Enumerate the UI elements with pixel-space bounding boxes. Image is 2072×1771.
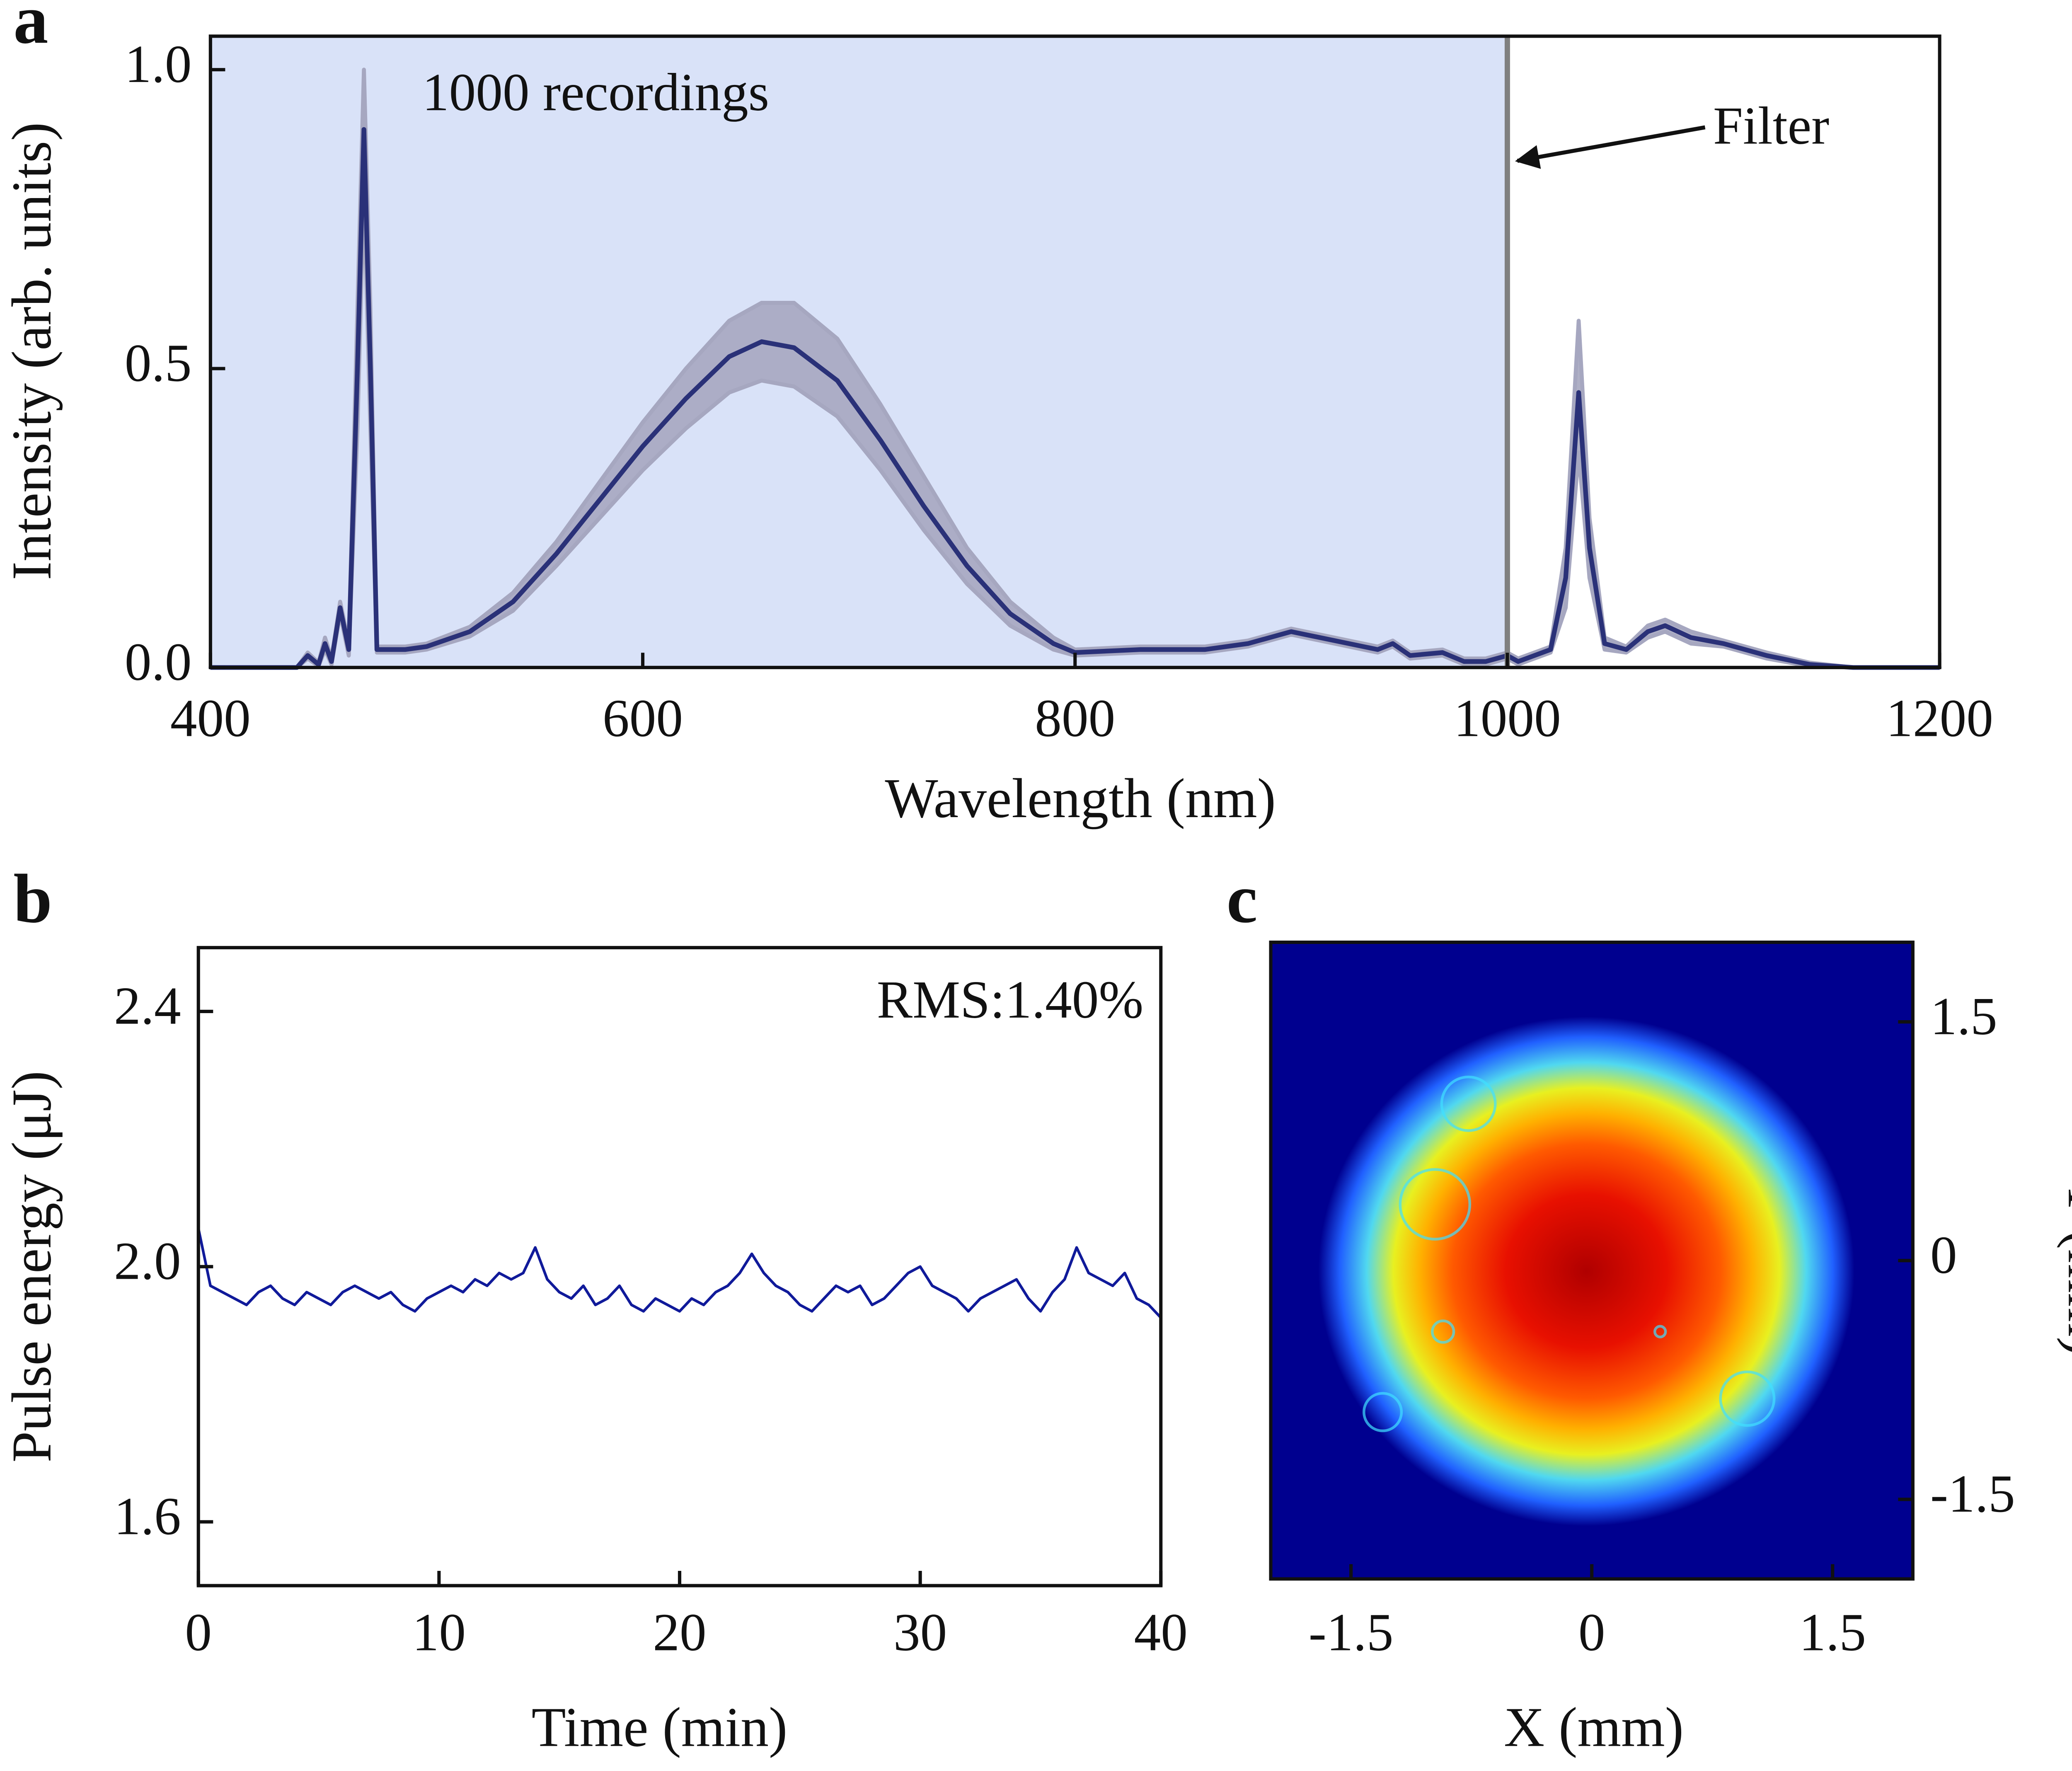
y-axis-label: Y (mm) — [2056, 1178, 2072, 1355]
y-tick-label: 2.0 — [114, 1231, 181, 1290]
y-tick-label: 2.4 — [114, 976, 181, 1036]
filter-arrow — [1515, 125, 1706, 169]
panel-label: a — [13, 0, 48, 58]
data-line — [210, 127, 1940, 670]
beam-artifact — [1399, 1168, 1472, 1241]
y-axis-label: Intensity (arb. units) — [1, 122, 63, 580]
x-tick-label: 0 — [1578, 1602, 1605, 1662]
panel-label: b — [13, 860, 52, 937]
beam-artifact — [1653, 1325, 1667, 1338]
x-tick-label: 1000 — [1454, 688, 1561, 748]
x-tick-label: 1200 — [1886, 688, 1993, 748]
data-line — [197, 1228, 1162, 1319]
beam-artifact — [1440, 1075, 1497, 1132]
x-tick-label: -1.5 — [1309, 1602, 1394, 1662]
x-axis-label: X (mm) — [1504, 1696, 1684, 1759]
x-tick-label: 600 — [603, 688, 683, 748]
panel-label: c — [1227, 860, 1258, 937]
annotation: RMS:1.40% — [877, 970, 1143, 1029]
filter-pass-region — [210, 36, 1508, 668]
x-tick-label: 0 — [185, 1602, 212, 1662]
x-tick-label: 400 — [170, 688, 251, 748]
x-tick-label: 40 — [1134, 1602, 1188, 1662]
y-axis-label: Pulse energy (μJ) — [1, 1071, 63, 1463]
x-tick-label: 20 — [653, 1602, 706, 1662]
x-axis-label: Time (min) — [532, 1696, 788, 1759]
beam-artifact — [1363, 1392, 1403, 1432]
y-tick-label: 0 — [1930, 1225, 1957, 1285]
y-tick-label: 1.0 — [125, 34, 192, 94]
y-tick-label: -1.5 — [1930, 1464, 2015, 1523]
beam-profile — [1318, 1016, 1855, 1526]
beam-artifact — [1719, 1370, 1776, 1427]
plot-frame — [196, 946, 1163, 1587]
y-tick-label: 1.6 — [114, 1486, 181, 1546]
y-tick-label: 0.0 — [125, 632, 192, 692]
y-tick-label: 1.5 — [1930, 987, 1997, 1046]
x-tick-label: 800 — [1035, 688, 1115, 748]
beam-artifact — [1431, 1319, 1455, 1344]
annotation: 1000 recordings — [422, 63, 769, 122]
x-axis-label: Wavelength (nm) — [885, 767, 1276, 830]
x-tick-label: 30 — [893, 1602, 947, 1662]
y-tick-label: 0.5 — [125, 333, 192, 392]
x-tick-label: 1.5 — [1799, 1602, 1866, 1662]
x-tick-label: 10 — [412, 1602, 466, 1662]
annotation: Filter — [1713, 96, 1829, 155]
